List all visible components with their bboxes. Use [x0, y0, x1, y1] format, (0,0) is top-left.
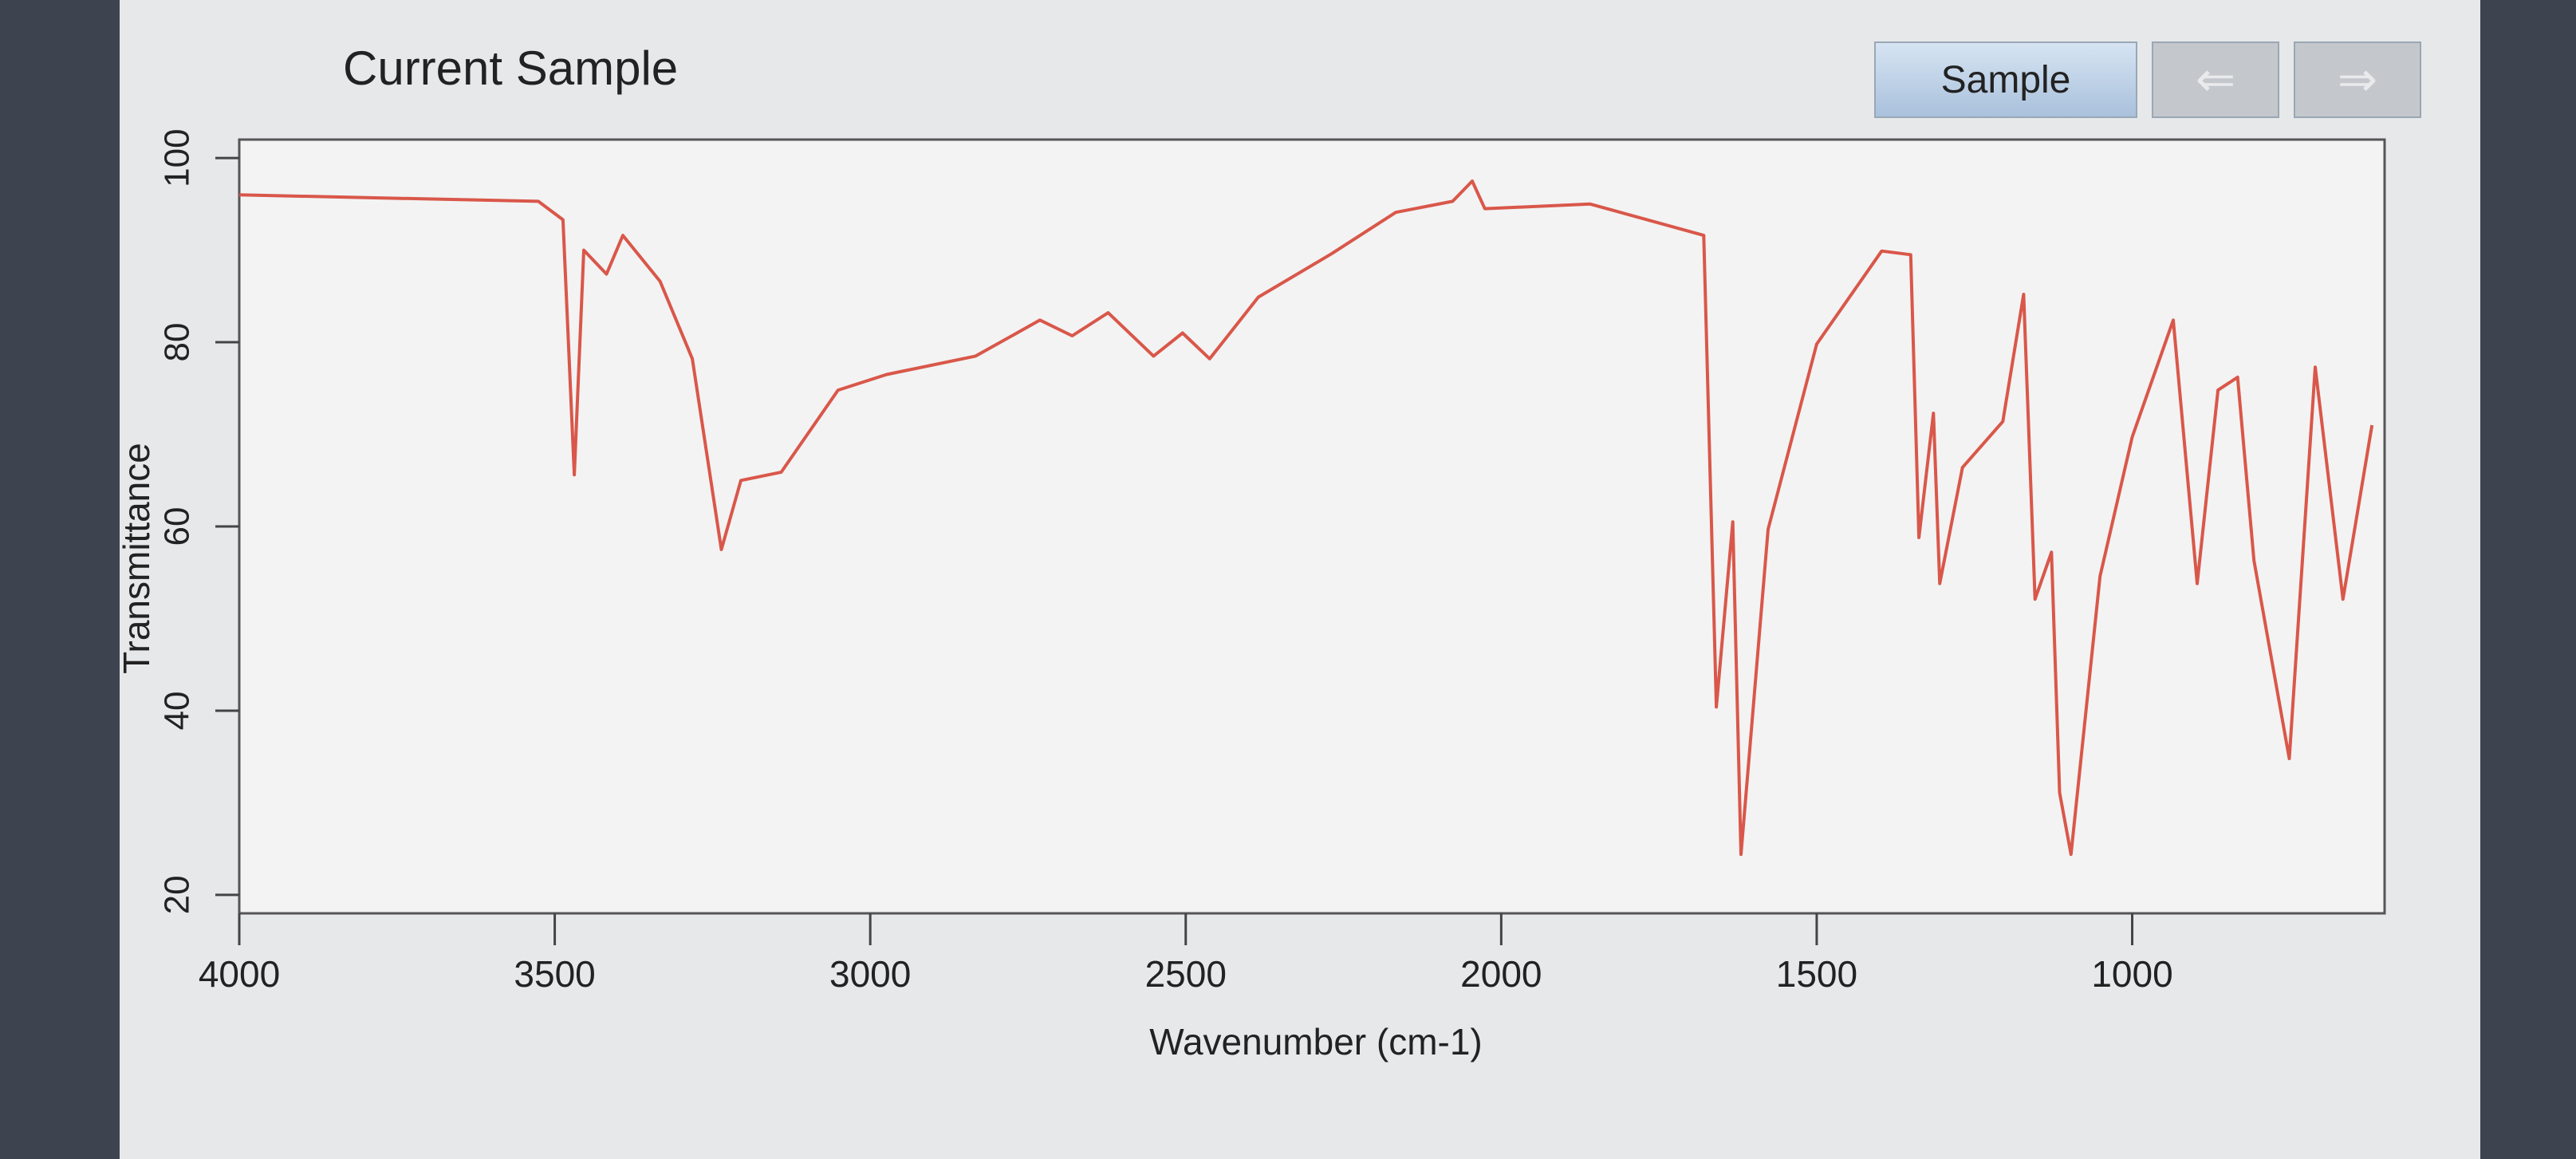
back-button[interactable]: ⇐	[2152, 41, 2279, 118]
forward-button[interactable]: ⇒	[2294, 41, 2421, 118]
toolbar: Sample ⇐ ⇒	[1874, 41, 2421, 118]
window-panel	[120, 0, 2480, 1159]
sample-button[interactable]: Sample	[1874, 41, 2137, 118]
